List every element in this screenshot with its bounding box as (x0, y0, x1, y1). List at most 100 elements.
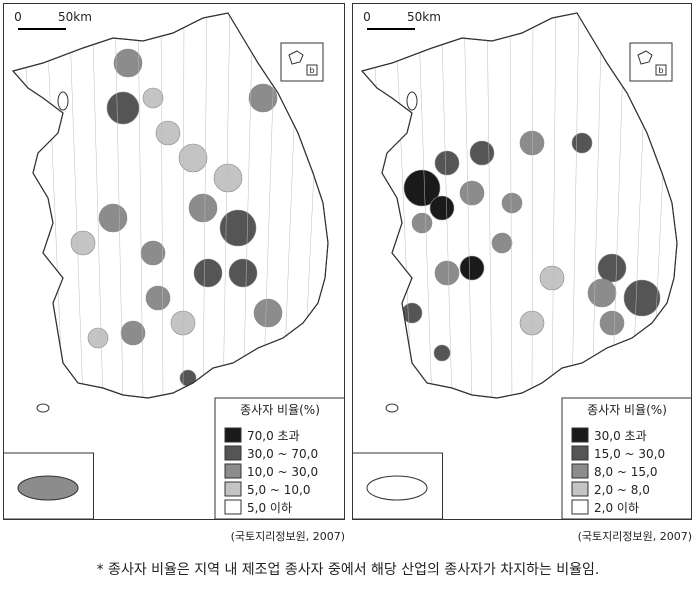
region (501, 192, 523, 214)
inset-tag (655, 64, 667, 76)
region (120, 320, 146, 346)
region (106, 91, 140, 125)
region (433, 344, 451, 362)
jeju (366, 475, 428, 501)
region (403, 169, 441, 207)
boundary (591, 13, 603, 398)
jeju (17, 475, 79, 501)
boundary (463, 13, 473, 398)
regions (371, 13, 672, 398)
map-panel: 0 50km b 종사자 비율(%) 70,0 초과 30,0 ~ 70,0 10,0 ~ … (3, 3, 345, 543)
legend-label: 2,0 이하 (594, 501, 639, 515)
region (142, 87, 164, 109)
legend-swatch (224, 445, 242, 461)
legend-label: 15,0 ~ 30,0 (594, 447, 665, 461)
boundary (486, 13, 493, 398)
legend-label: 30,0 초과 (594, 429, 647, 443)
boundary (91, 13, 104, 398)
region (178, 143, 208, 173)
region (469, 140, 495, 166)
boundary (182, 13, 185, 398)
inset-label: b (309, 66, 314, 75)
coast (11, 12, 329, 399)
legend-swatch (571, 445, 589, 461)
legend-swatch (224, 481, 242, 497)
region (248, 83, 278, 113)
legend-label: 8,0 ~ 15,0 (594, 465, 658, 479)
legend-label: 2,0 ~ 8,0 (594, 483, 650, 497)
region (411, 212, 433, 234)
legend-swatch (224, 463, 242, 479)
region (623, 279, 661, 317)
boundary (440, 13, 453, 398)
region (113, 48, 143, 78)
legend-label: 5,0 이하 (247, 501, 292, 515)
region (155, 120, 181, 146)
boundary (114, 13, 124, 398)
region (213, 163, 243, 193)
boundary (417, 13, 433, 398)
legend-swatch (571, 463, 589, 479)
map-panel: 0 50km b 종사자 비율(%) 30,0 초과 15,0 ~ 30,0 8,0 ~ 1… (352, 3, 692, 543)
island (385, 403, 399, 413)
scale-distance: 50km (407, 10, 441, 24)
region (219, 209, 257, 247)
region (87, 327, 109, 349)
boundary (509, 13, 513, 398)
legend-swatch (571, 499, 589, 515)
legend-title: 종사자 비율(%) (587, 403, 667, 417)
region (140, 240, 166, 266)
inset-tag (306, 64, 318, 76)
region (459, 255, 485, 281)
legend-swatch (571, 427, 589, 443)
region (98, 203, 128, 233)
legend-label: 30,0 ~ 70,0 (247, 447, 318, 461)
ulleungdo (288, 50, 304, 65)
region (597, 253, 627, 283)
boundary (222, 13, 231, 398)
legend-title: 종사자 비율(%) (240, 403, 320, 417)
region (70, 230, 96, 256)
region (599, 310, 625, 336)
region (434, 150, 460, 176)
boundary (137, 13, 144, 398)
legend-label: 10,0 ~ 30,0 (247, 465, 318, 479)
boundary (160, 13, 164, 398)
scale-zero: 0 (14, 10, 22, 24)
boundary (45, 13, 64, 398)
legend-swatch (224, 427, 242, 443)
scale-zero: 0 (363, 10, 371, 24)
boundary (531, 13, 534, 398)
region (145, 285, 171, 311)
region (253, 298, 283, 328)
region (491, 232, 513, 254)
island (57, 91, 69, 111)
coast (360, 12, 678, 399)
boundary (68, 13, 84, 398)
boundary (571, 13, 580, 398)
region (429, 195, 455, 221)
ulleungdo (637, 50, 653, 65)
regions (22, 13, 323, 398)
region (519, 130, 545, 156)
boundary (242, 13, 254, 398)
region (539, 265, 565, 291)
legend-swatch (571, 481, 589, 497)
island (406, 91, 418, 111)
footnote: * 종사자 비율은 지역 내 제조업 종사자 중에서 해당 산업의 종사자가 차… (97, 562, 600, 578)
source: (국토지리정보원, 2007) (578, 530, 692, 543)
region (434, 260, 460, 286)
region (193, 258, 223, 288)
source: (국토지리정보원, 2007) (231, 530, 345, 543)
boundary (551, 13, 557, 398)
region (571, 132, 593, 154)
legend-label: 70,0 초과 (247, 429, 300, 443)
boundary (202, 13, 208, 398)
boundary (394, 13, 413, 398)
region (228, 258, 258, 288)
region (459, 180, 485, 206)
inset-label: b (658, 66, 663, 75)
region (587, 278, 617, 308)
scale-distance: 50km (58, 10, 92, 24)
